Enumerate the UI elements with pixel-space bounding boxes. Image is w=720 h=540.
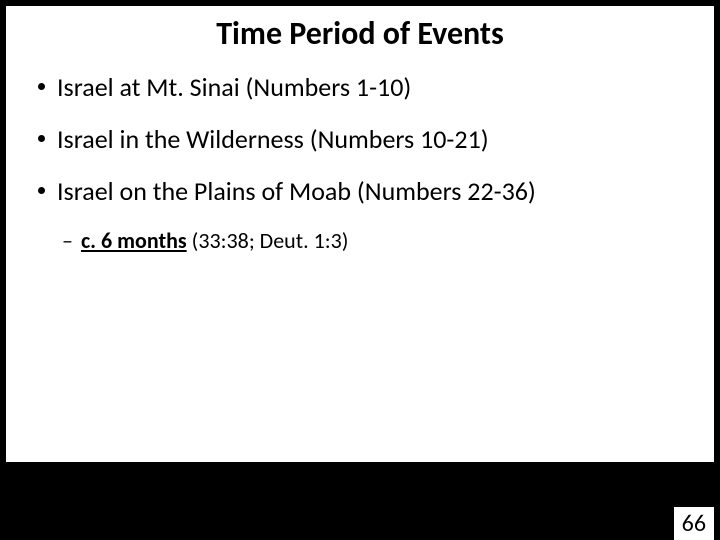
page-number: 66 bbox=[674, 507, 714, 540]
sub-bullet-emphasis: c. 6 months bbox=[81, 227, 187, 254]
slide-title: Time Period of Events bbox=[30, 14, 690, 53]
sub-bullet-rest: (33:38; Deut. 1:3) bbox=[187, 227, 349, 254]
bullet-list: Israel at Mt. Sinai (Numbers 1-10) Israe… bbox=[30, 71, 690, 254]
slide-content: Time Period of Events Israel at Mt. Sina… bbox=[6, 6, 714, 462]
dash-icon: – bbox=[62, 227, 73, 254]
bullet-item: Israel in the Wilderness (Numbers 10-21) bbox=[30, 123, 690, 155]
bullet-item: Israel on the Plains of Moab (Numbers 22… bbox=[30, 175, 690, 207]
bullet-dot-icon bbox=[38, 187, 45, 194]
bullet-text: Israel in the Wilderness (Numbers 10-21) bbox=[57, 123, 489, 155]
sub-bullet-text: c. 6 months (33:38; Deut. 1:3) bbox=[81, 227, 349, 254]
bullet-dot-icon bbox=[38, 83, 45, 90]
bullet-text: Israel on the Plains of Moab (Numbers 22… bbox=[57, 175, 536, 207]
bullet-dot-icon bbox=[38, 135, 45, 142]
bullet-item: Israel at Mt. Sinai (Numbers 1-10) bbox=[30, 71, 690, 103]
bullet-text: Israel at Mt. Sinai (Numbers 1-10) bbox=[57, 71, 411, 103]
sub-bullet-item: – c. 6 months (33:38; Deut. 1:3) bbox=[62, 227, 690, 254]
